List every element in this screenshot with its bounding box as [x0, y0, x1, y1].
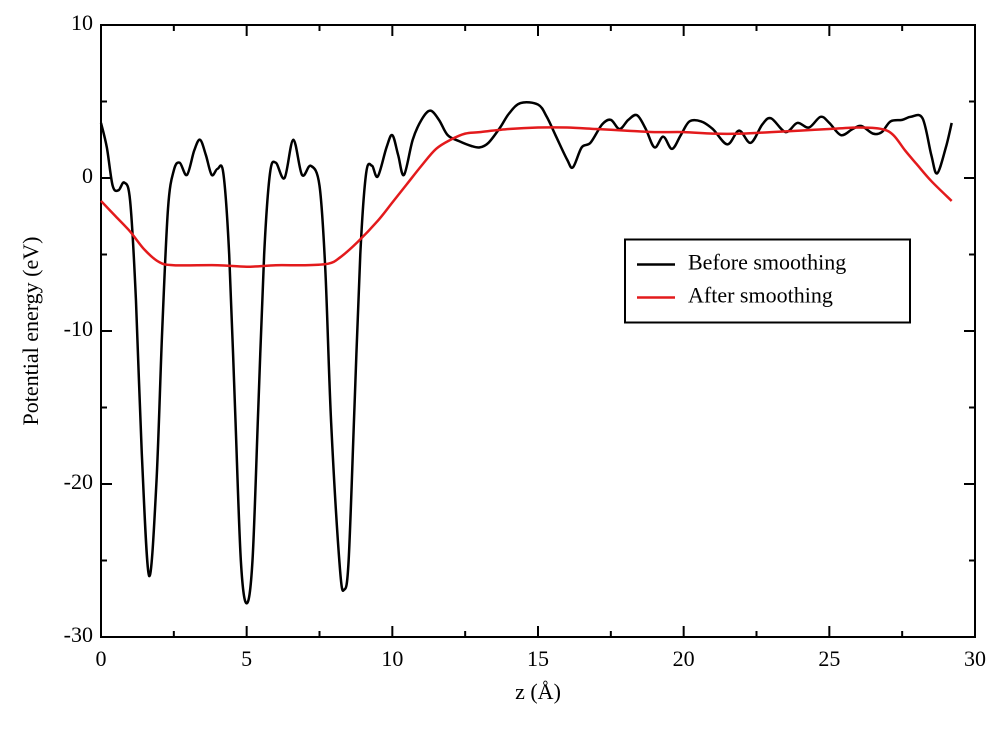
y-tick-label: 10 [71, 10, 93, 35]
x-axis-label: z (Å) [515, 679, 561, 704]
legend-label: Before smoothing [688, 250, 846, 275]
x-tick-label: 0 [96, 646, 107, 671]
x-tick-label: 10 [381, 646, 403, 671]
y-axis-label: Potential energy (eV) [18, 237, 43, 426]
x-tick-label: 25 [818, 646, 840, 671]
line-series [100, 126, 953, 268]
legend-label: After smoothing [688, 283, 833, 308]
y-tick-label: 0 [82, 163, 93, 188]
x-tick-label: 30 [964, 646, 986, 671]
y-tick-label: -30 [64, 622, 93, 647]
y-tick-label: -10 [64, 316, 93, 341]
x-tick-label: 15 [527, 646, 549, 671]
x-tick-label: 5 [241, 646, 252, 671]
legend: Before smoothing After smoothing [624, 238, 911, 324]
line-series [99, 100, 953, 605]
y-tick-label: -20 [64, 469, 93, 494]
legend-box [624, 238, 911, 324]
x-tick-label: 20 [673, 646, 695, 671]
